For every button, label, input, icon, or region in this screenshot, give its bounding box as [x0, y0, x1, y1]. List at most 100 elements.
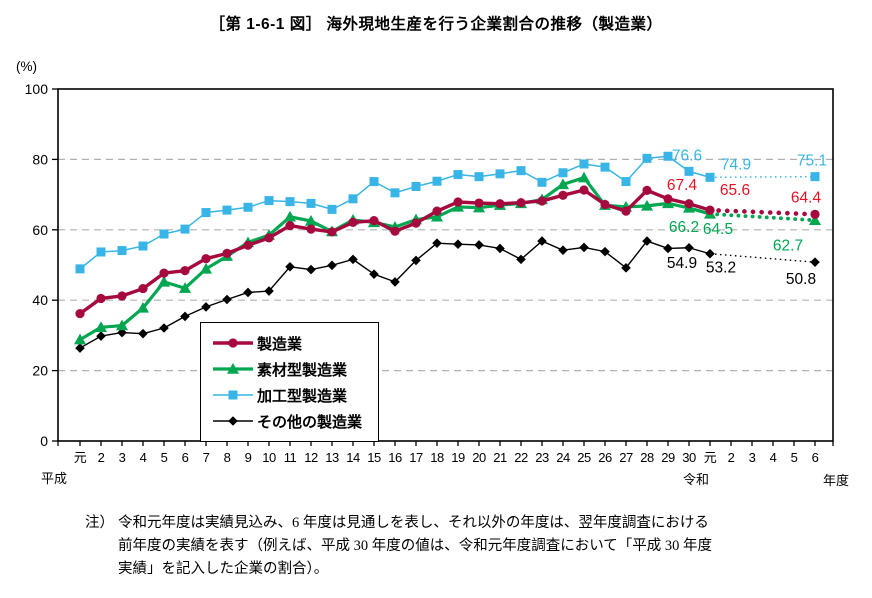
diamond-marker [285, 261, 295, 272]
diamond-marker [411, 255, 421, 266]
diamond-marker [684, 242, 694, 253]
circle-marker [474, 198, 484, 208]
circle-marker [222, 248, 232, 258]
square-marker [810, 172, 820, 182]
diamond-marker [621, 263, 631, 273]
circle-marker [306, 224, 316, 234]
x-axis-tick-label: 17 [409, 450, 423, 465]
x-axis-era-reiwa: 令和 [682, 472, 709, 487]
x-axis-unit-label: 年度 [822, 473, 849, 488]
circle-marker [390, 226, 400, 236]
x-axis-tick-label: 27 [619, 450, 633, 465]
diamond-marker [495, 243, 505, 254]
circle-marker [117, 291, 127, 301]
circle-legend-icon [211, 333, 257, 353]
circle-marker [642, 185, 652, 195]
x-axis-tick-label: 29 [661, 450, 675, 465]
diamond-marker [600, 246, 610, 257]
circle-marker [621, 206, 631, 216]
circle-marker [810, 209, 820, 219]
data-label-other-r1: 53.2 [706, 260, 736, 277]
diamond-marker [453, 239, 463, 250]
x-axis-tick-label: 元 [704, 450, 717, 465]
data-label-other-h30: 54.9 [667, 255, 697, 272]
square-marker [369, 177, 379, 187]
square-marker [516, 166, 526, 176]
data-label-processing-h30: 76.6 [672, 147, 702, 164]
diamond-marker [138, 328, 148, 339]
triangle-marker [284, 210, 296, 222]
circle-marker [663, 194, 673, 204]
square-marker [159, 229, 169, 239]
diamond-marker [201, 302, 211, 312]
circle-marker [537, 196, 547, 206]
square-marker [327, 204, 337, 214]
legend-label-manufacturing: 製造業 [257, 335, 303, 353]
square-marker [75, 264, 85, 274]
plot-border [57, 88, 834, 442]
square-marker [495, 169, 505, 179]
square-marker [642, 153, 652, 163]
x-axis-tick-label: 6 [182, 450, 189, 465]
x-axis-tick-label: 18 [430, 450, 444, 465]
x-axis-tick-label: 24 [556, 450, 570, 465]
diamond-marker [537, 236, 547, 246]
triangle-marker [809, 214, 821, 225]
diamond-marker [228, 416, 238, 426]
series-line-manufacturing [79, 188, 711, 315]
legend-item-manufacturing: 製造業 [211, 330, 362, 356]
square-marker [453, 170, 463, 180]
projection-line-processing [709, 175, 816, 179]
circle-marker [348, 217, 358, 228]
x-axis-tick-label: 13 [325, 450, 339, 465]
x-axis-tick-label: 21 [493, 450, 507, 465]
note-line: 実績」を記入した企業の割合）。 [118, 561, 329, 577]
square-marker [306, 198, 316, 208]
y-axis-tick-label: 60 [32, 222, 48, 238]
diamond-marker [642, 236, 652, 246]
square-marker [600, 162, 610, 172]
circle-marker [516, 198, 526, 208]
series-manufacturing [75, 185, 820, 319]
y-axis-unit-label: (%) [16, 59, 37, 74]
square-marker [432, 176, 442, 186]
diamond-marker [663, 243, 673, 254]
diamond-marker [306, 264, 316, 275]
circle-marker [96, 293, 106, 304]
triangle-marker [557, 178, 569, 190]
x-axis-tick-label: 4 [140, 450, 147, 465]
x-axis-tick-label: 30 [682, 450, 696, 465]
diamond-marker [243, 287, 253, 298]
x-axis-tick-label: 23 [535, 450, 549, 465]
data-label-processing-r1: 74.9 [721, 156, 751, 173]
x-axis-tick-label: 25 [577, 450, 591, 465]
x-axis-tick-label: 20 [472, 450, 486, 465]
diamond-marker [96, 331, 106, 341]
diamond-marker [159, 323, 169, 333]
legend-label-other: その他の製造業 [257, 413, 363, 431]
diamond-marker [516, 254, 526, 265]
x-axis-tick-label: 元 [74, 450, 87, 465]
diamond-marker [369, 269, 379, 279]
diamond-legend-icon [211, 411, 257, 431]
square-marker [579, 159, 589, 169]
legend-label-materials: 素材型製造業 [257, 361, 348, 379]
triangle-marker [137, 301, 149, 313]
diamond-marker [180, 311, 190, 322]
triangle-marker [74, 333, 86, 345]
circle-marker [600, 199, 610, 210]
diamond-marker [810, 257, 820, 267]
y-axis-tick-label: 100 [25, 81, 49, 97]
square-marker [228, 390, 238, 400]
diamond-marker [264, 286, 274, 296]
square-marker [285, 197, 295, 207]
circle-marker [327, 227, 337, 237]
note-prefix: 注） [85, 515, 114, 531]
circle-marker [558, 190, 568, 200]
x-axis-tick-label: 12 [304, 450, 318, 465]
triangle-legend-icon [211, 359, 257, 379]
square-marker [180, 224, 190, 234]
note: 注） 令和元年度は実績見込み、6 年度は見通しを表し、それ以外の年度は、翌年度調… [85, 512, 795, 581]
diamond-marker [432, 238, 442, 248]
y-axis-tick-label: 40 [32, 292, 48, 308]
